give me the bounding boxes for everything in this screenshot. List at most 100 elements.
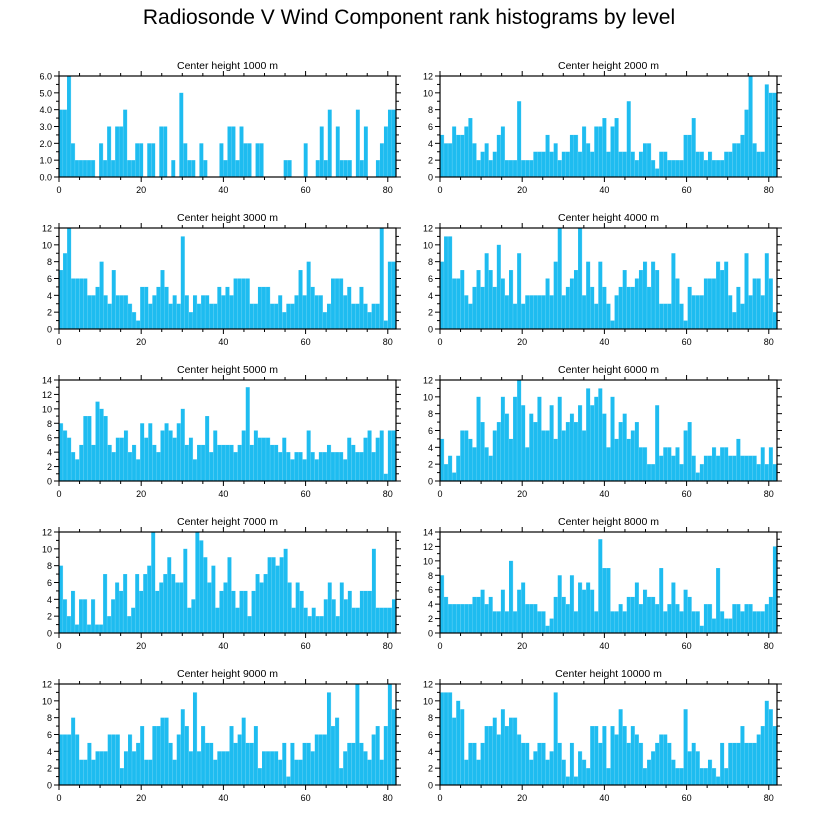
histogram-bar [274, 444, 279, 481]
histogram-bar [163, 126, 168, 177]
histogram-bar [99, 751, 104, 785]
histogram-bar [626, 596, 631, 633]
histogram-bar [643, 261, 648, 329]
histogram-bar [464, 295, 469, 329]
histogram-bar [171, 574, 176, 633]
histogram-bar [541, 611, 546, 633]
histogram-bar [643, 143, 648, 177]
histogram-bar [363, 303, 368, 329]
histogram-bar [500, 278, 506, 329]
histogram-bar [148, 303, 153, 329]
x-tick-label: 80 [383, 337, 393, 347]
histogram-bar [444, 692, 449, 785]
histogram-bar [95, 624, 100, 633]
histogram-bar [488, 270, 493, 329]
histogram-bar [513, 303, 518, 329]
histogram-bar [383, 607, 389, 633]
histogram-bar [602, 413, 607, 481]
histogram-bar [760, 611, 765, 633]
histogram-bar [363, 751, 368, 785]
histogram-bar [630, 596, 635, 633]
histogram-bar [500, 589, 506, 633]
histogram-bar [756, 464, 761, 481]
histogram-bar [237, 444, 242, 481]
histogram-bar [318, 734, 323, 785]
histogram-bar [716, 160, 721, 177]
x-tick-label: 0 [437, 337, 442, 347]
histogram-bar [375, 160, 380, 177]
histogram-bar [557, 160, 562, 177]
histogram-bar [184, 444, 189, 481]
histogram-bar [452, 604, 457, 633]
histogram-bar [504, 295, 510, 329]
y-tick-label: 12 [42, 528, 52, 538]
x-tick-label: 20 [517, 489, 527, 499]
histogram-bar [303, 607, 308, 633]
histogram-bar [565, 151, 570, 177]
histogram-bar [553, 596, 558, 633]
histogram-bar [452, 472, 457, 481]
histogram-panel: Center height 2000 m 0 2 4 6 8 10 12 0 20 40 60 80 [423, 60, 782, 195]
histogram-bar [136, 742, 141, 785]
histogram-bar [99, 624, 104, 633]
histogram-bar [647, 596, 652, 633]
histogram-bar [549, 405, 554, 481]
y-tick-label: 0 [428, 477, 433, 487]
histogram-bar [606, 151, 611, 177]
histogram-bar [274, 751, 279, 785]
histogram-bar [91, 599, 96, 633]
histogram-bar [363, 437, 368, 481]
x-tick-label: 40 [599, 185, 609, 195]
histogram-bar [768, 447, 773, 481]
histogram-bar [339, 452, 344, 481]
histogram-bar [622, 270, 627, 329]
histogram-bar [167, 557, 172, 633]
histogram-bar [744, 742, 749, 785]
histogram-bar [699, 295, 704, 329]
x-tick-label: 80 [764, 489, 774, 499]
histogram-bar [351, 444, 356, 481]
histogram-bar [123, 109, 128, 177]
histogram-bar [557, 575, 562, 633]
histogram-bar [752, 278, 757, 329]
x-tick-label: 20 [136, 337, 146, 347]
y-tick-label: 4 [47, 595, 52, 605]
panel-title: Center height 1000 m [177, 60, 278, 72]
histogram-bar [626, 742, 631, 785]
histogram-bar [517, 380, 522, 481]
histogram-bar [756, 278, 761, 329]
histogram-bar [383, 126, 389, 177]
histogram-bar [529, 413, 534, 481]
histogram-bar [440, 575, 445, 633]
y-tick-label: 2 [47, 612, 52, 622]
y-tick-label: 8 [47, 419, 52, 429]
histogram-bar [302, 742, 307, 785]
panel-title: Center height 2000 m [558, 60, 659, 72]
histogram-bar [724, 768, 729, 785]
histogram-bar [772, 312, 778, 329]
histogram-bar [707, 455, 713, 481]
histogram-bar [87, 624, 92, 633]
histogram-bar [549, 751, 554, 785]
histogram-bar [651, 160, 656, 177]
histogram-bar [598, 742, 603, 785]
y-tick-label: 12 [423, 376, 433, 386]
y-tick-label: 8 [428, 409, 433, 419]
histogram-bar [549, 295, 554, 329]
histogram-bar [179, 582, 184, 633]
histogram-bar [278, 759, 283, 785]
histogram-bar [294, 295, 299, 329]
histogram-bar [63, 430, 68, 481]
histogram-bar [383, 320, 388, 329]
histogram-bar [152, 726, 157, 785]
histogram-bar [229, 444, 234, 481]
histogram-bar [79, 759, 84, 785]
histogram-bar [282, 742, 287, 785]
histogram-bar [91, 759, 96, 785]
histogram-bar [314, 734, 319, 785]
histogram-bar [318, 295, 323, 329]
histogram-bar [683, 709, 688, 785]
histogram-bar [716, 455, 721, 481]
histogram-bar [295, 582, 300, 633]
